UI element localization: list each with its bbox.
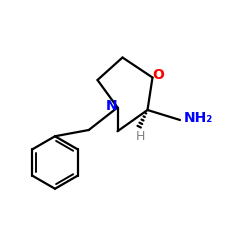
Text: H: H [135,130,145,143]
Text: O: O [152,68,164,82]
Text: N: N [106,99,118,113]
Text: NH₂: NH₂ [184,111,212,125]
